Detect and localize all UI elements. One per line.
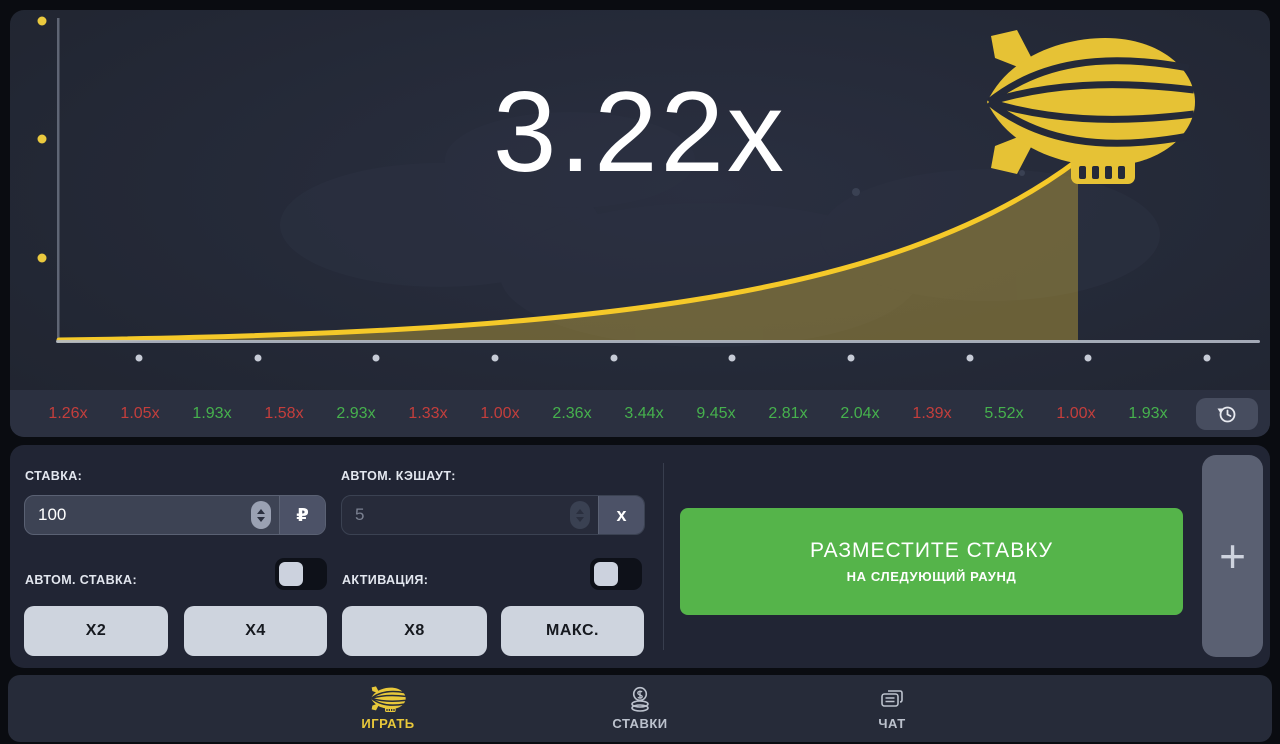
x-axis-line <box>56 340 1260 343</box>
auto-cashout-field: x <box>341 495 645 535</box>
step-down-icon <box>576 516 584 522</box>
bet-amount-field: ₽ <box>24 495 326 535</box>
history-button[interactable] <box>1196 398 1258 430</box>
auto-bet-toggle[interactable] <box>275 558 327 590</box>
history-multiplier: 2.36x <box>552 404 592 422</box>
auto-cashout-label: АВТОМ. КЭШАУТ: <box>341 469 456 483</box>
toggle-knob <box>594 562 618 586</box>
history-multiplier: 1.00x <box>1056 404 1096 422</box>
activation-label: АКТИВАЦИЯ: <box>342 573 429 587</box>
multiplier-x-suffix: x <box>598 496 644 534</box>
auto-cashout-input[interactable] <box>342 505 570 525</box>
history-multiplier: 1.26x <box>48 404 88 422</box>
step-up-icon <box>257 508 265 514</box>
crash-graph <box>37 16 1260 362</box>
place-bet-button[interactable]: РАЗМЕСТИТЕ СТАВКУ НА СЛЕДУЮЩИЙ РАУНД <box>680 508 1183 615</box>
history-multiplier: 1.00x <box>480 404 520 422</box>
coins-icon <box>631 686 649 712</box>
step-up-icon <box>576 508 584 514</box>
curve-fill <box>59 160 1078 341</box>
nav-item-chat[interactable]: ЧАТ <box>846 686 938 731</box>
bet-x8-button[interactable]: X8 <box>342 606 487 656</box>
bet-amount-input[interactable] <box>25 505 251 525</box>
add-bet-button[interactable]: + <box>1202 455 1263 657</box>
history-multiplier: 1.93x <box>1128 404 1168 422</box>
nav-label-bets: СТАВКИ <box>612 716 668 731</box>
nav-label-chat: ЧАТ <box>878 716 906 731</box>
clouds-decoration <box>280 112 1160 347</box>
history-multiplier: 3.44x <box>624 404 664 422</box>
history-multiplier: 9.45x <box>696 404 736 422</box>
y-axis-line <box>57 18 60 343</box>
bet-label: СТАВКА: <box>25 469 83 483</box>
curve-line <box>56 157 1081 343</box>
nav-item-bets[interactable]: СТАВКИ <box>594 686 686 731</box>
y-axis-dots <box>37 16 47 263</box>
bet-panel: СТАВКА: ₽ АВТОМ. КЭШАУТ: x АВТОМ. СТАВКА… <box>10 445 1270 668</box>
history-multiplier: 2.93x <box>336 404 376 422</box>
history-multiplier: 1.58x <box>264 404 304 422</box>
history-icon <box>1217 406 1236 423</box>
history-list: 1.26x 1.05x 1.93x 1.58x 2.93x 1.33x 1.00x 2.36x… <box>10 405 1270 423</box>
history-multiplier: 1.39x <box>912 404 952 422</box>
auto-cashout-stepper[interactable] <box>570 501 590 529</box>
place-bet-title: РАЗМЕСТИТЕ СТАВКУ <box>809 539 1054 562</box>
bet-max-button[interactable]: МАКС. <box>501 606 644 656</box>
history-multiplier: 2.81x <box>768 404 808 422</box>
history-multiplier: 1.93x <box>192 404 232 422</box>
bet-x2-button[interactable]: X2 <box>24 606 168 656</box>
stars-decoration <box>852 170 1025 196</box>
nav-label-play: ИГРАТЬ <box>361 716 415 731</box>
chat-icon <box>881 690 903 707</box>
currency-ruble-icon: ₽ <box>279 496 325 534</box>
bottom-nav: ИГРАТЬ СТАВКИ ЧАТ <box>8 675 1272 742</box>
step-down-icon <box>257 516 265 522</box>
nav-item-play[interactable]: ИГРАТЬ <box>342 686 434 731</box>
history-multiplier: 2.04x <box>840 404 880 422</box>
x-axis-dots <box>135 354 1211 362</box>
plus-icon: + <box>1219 530 1246 582</box>
activation-toggle[interactable] <box>590 558 642 590</box>
bet-x4-button[interactable]: X4 <box>184 606 327 656</box>
game-canvas-panel: 3.22x 1.26x 1.05x 1.93x 1.58x 2.93x 1.33x 1.00… <box>10 10 1270 437</box>
history-strip: 1.26x 1.05x 1.93x 1.58x 2.93x 1.33x 1.00x 2.36x… <box>10 390 1270 437</box>
toggle-knob <box>279 562 303 586</box>
bet-amount-stepper[interactable] <box>251 501 271 529</box>
blimp-icon <box>370 686 406 712</box>
divider <box>663 463 664 650</box>
auto-bet-label: АВТОМ. СТАВКА: <box>25 573 138 587</box>
history-multiplier: 1.33x <box>408 404 448 422</box>
history-multiplier: 5.52x <box>984 404 1024 422</box>
place-bet-subtitle: НА СЛЕДУЮЩИЙ РАУНД <box>846 569 1017 584</box>
history-multiplier: 1.05x <box>120 404 160 422</box>
current-multiplier: 3.22x <box>493 69 787 196</box>
blimp-icon <box>986 30 1195 184</box>
